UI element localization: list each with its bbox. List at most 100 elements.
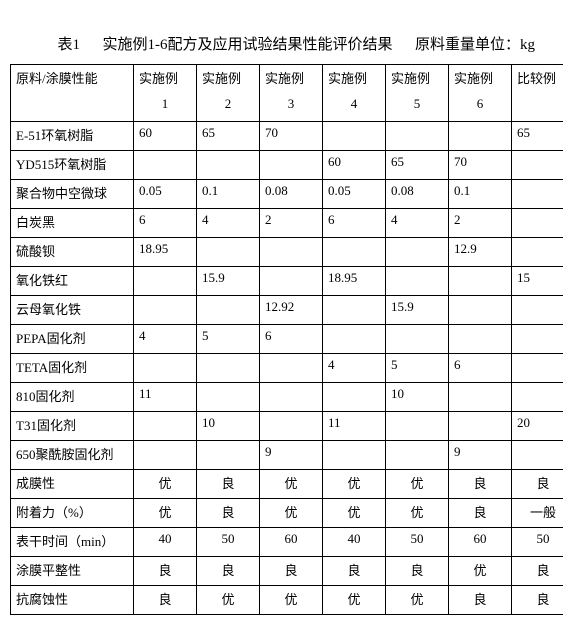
header-sub-6: 6 — [449, 93, 512, 122]
cell — [449, 122, 512, 151]
cell: 40 — [134, 528, 197, 557]
cell — [134, 151, 197, 180]
cell: 12.92 — [260, 296, 323, 325]
header-col-7: 比较例 — [512, 65, 563, 94]
cell: 9 — [260, 441, 323, 470]
cell — [134, 296, 197, 325]
cell: 15.9 — [386, 296, 449, 325]
table-row: 附着力（%）优良优优优良一般 — [11, 499, 563, 528]
cell: 40 — [323, 528, 386, 557]
cell: 优 — [260, 499, 323, 528]
cell: 0.08 — [260, 180, 323, 209]
cell: 11 — [323, 412, 386, 441]
cell: 50 — [512, 528, 563, 557]
cell — [260, 412, 323, 441]
cell: 0.08 — [386, 180, 449, 209]
cell: 一般 — [512, 499, 563, 528]
cell: 60 — [323, 151, 386, 180]
cell: 良 — [197, 499, 260, 528]
cell — [323, 383, 386, 412]
cell — [197, 354, 260, 383]
cell — [197, 151, 260, 180]
header-sub-7 — [512, 93, 563, 122]
cell: 良 — [197, 557, 260, 586]
cell — [386, 412, 449, 441]
cell — [512, 151, 563, 180]
cell — [449, 267, 512, 296]
cell — [197, 296, 260, 325]
row-label: 云母氧化铁 — [11, 296, 134, 325]
cell: 良 — [134, 557, 197, 586]
cell — [449, 296, 512, 325]
table-row: 白炭黑642642 — [11, 209, 563, 238]
cell: 6 — [449, 354, 512, 383]
table-row: 成膜性优良优优优良良 — [11, 470, 563, 499]
cell: 60 — [449, 528, 512, 557]
cell: 10 — [386, 383, 449, 412]
cell — [512, 354, 563, 383]
cell — [449, 412, 512, 441]
header-col-5: 实施例 — [386, 65, 449, 94]
cell: 优 — [386, 470, 449, 499]
cell: 优 — [323, 499, 386, 528]
cell: 4 — [197, 209, 260, 238]
cell: 18.95 — [323, 267, 386, 296]
table-caption: 表1 实施例1-6配方及应用试验结果性能评价结果 原料重量单位：kg — [10, 16, 553, 54]
cell — [386, 238, 449, 267]
cell: 良 — [449, 470, 512, 499]
cell: 6 — [260, 325, 323, 354]
cell — [197, 238, 260, 267]
cell: 9 — [449, 441, 512, 470]
row-label: 硫酸钡 — [11, 238, 134, 267]
cell: 50 — [197, 528, 260, 557]
table-row: T31固化剂101120 — [11, 412, 563, 441]
header-col-6: 实施例 — [449, 65, 512, 94]
table-row: 810固化剂11 10 — [11, 383, 563, 412]
cell: 5 — [197, 325, 260, 354]
caption-left: 表1 — [58, 37, 81, 53]
cell: 15.9 — [197, 267, 260, 296]
table-row: 抗腐蚀性良优优优优良良 — [11, 586, 563, 615]
table-row: 涂膜平整性良良良良良优良 — [11, 557, 563, 586]
cell: 65 — [386, 151, 449, 180]
table-row: E-51环氧树脂60657065 — [11, 122, 563, 151]
header-sub-3: 3 — [260, 93, 323, 122]
cell — [512, 180, 563, 209]
cell — [449, 325, 512, 354]
cell: 优 — [386, 499, 449, 528]
cell: 0.1 — [197, 180, 260, 209]
row-label: 650聚酰胺固化剂 — [11, 441, 134, 470]
cell: 4 — [134, 325, 197, 354]
table-row: PEPA固化剂456 — [11, 325, 563, 354]
cell — [134, 412, 197, 441]
cell: 优 — [197, 586, 260, 615]
cell: 4 — [386, 209, 449, 238]
row-label: 涂膜平整性 — [11, 557, 134, 586]
cell — [134, 267, 197, 296]
row-label: TETA固化剂 — [11, 354, 134, 383]
cell — [323, 325, 386, 354]
cell: 11 — [134, 383, 197, 412]
row-label: 810固化剂 — [11, 383, 134, 412]
cell: 70 — [449, 151, 512, 180]
row-label: E-51环氧树脂 — [11, 122, 134, 151]
row-label: 抗腐蚀性 — [11, 586, 134, 615]
table-row: 表干时间（min）40506040506050 — [11, 528, 563, 557]
row-label: 附着力（%） — [11, 499, 134, 528]
cell — [134, 441, 197, 470]
cell: 2 — [260, 209, 323, 238]
row-label: 成膜性 — [11, 470, 134, 499]
cell: 良 — [512, 470, 563, 499]
cell: 0.05 — [323, 180, 386, 209]
cell — [197, 441, 260, 470]
cell — [260, 267, 323, 296]
cell — [386, 325, 449, 354]
cell — [323, 122, 386, 151]
cell — [386, 122, 449, 151]
cell — [260, 238, 323, 267]
cell — [134, 354, 197, 383]
cell: 65 — [197, 122, 260, 151]
cell — [512, 238, 563, 267]
cell: 良 — [449, 499, 512, 528]
cell: 优 — [260, 470, 323, 499]
